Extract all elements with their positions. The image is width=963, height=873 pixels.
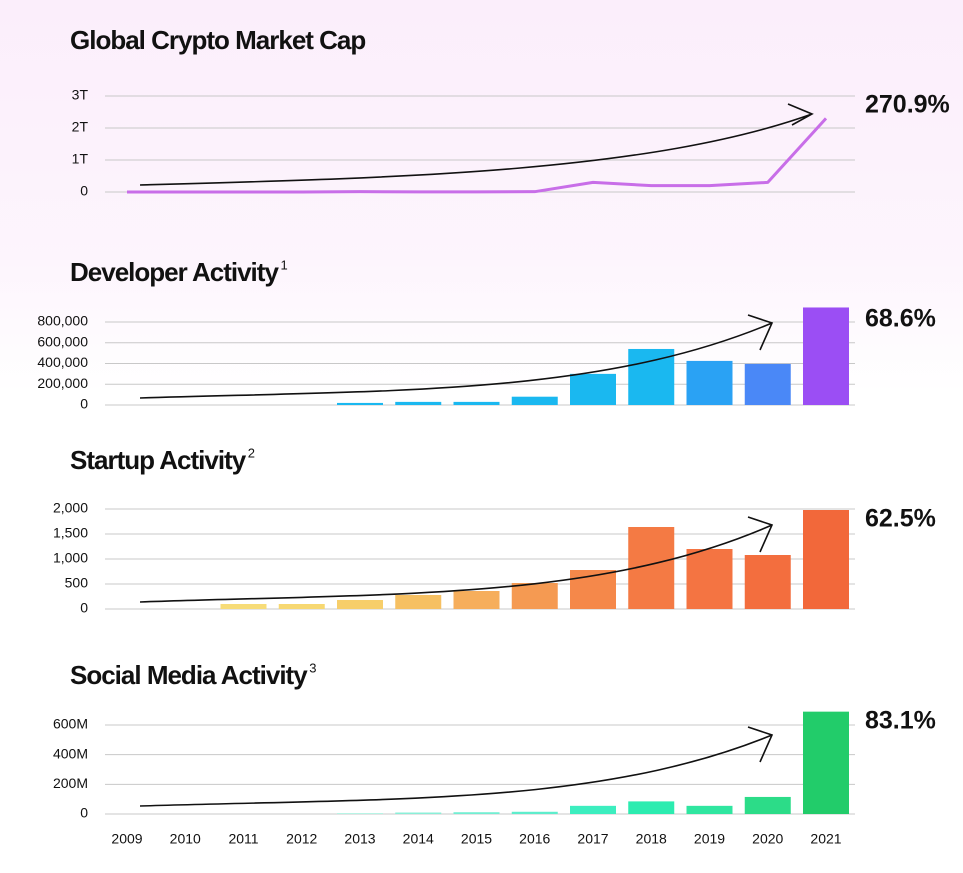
bar — [395, 812, 442, 814]
bar — [395, 401, 442, 405]
bar — [278, 604, 325, 609]
bar — [803, 510, 849, 609]
bar — [511, 396, 558, 405]
y-tick-label: 3T — [72, 87, 89, 103]
y-tick-label: 1T — [72, 151, 89, 167]
bar — [686, 549, 733, 609]
growth-annotation: 68.6% — [865, 305, 936, 333]
bar — [337, 600, 383, 609]
bar — [337, 813, 383, 814]
x-tick-label: 2015 — [461, 831, 492, 847]
title-footnote: 3 — [309, 660, 316, 675]
bar — [744, 555, 791, 609]
y-tick-label: 1,500 — [53, 525, 88, 541]
bar — [744, 796, 791, 814]
y-tick-label: 600,000 — [37, 333, 88, 349]
x-tick-label: 2017 — [577, 831, 608, 847]
y-tick-label: 0 — [80, 805, 88, 821]
bar — [337, 402, 383, 405]
title-footnote: 2 — [248, 445, 255, 460]
growth-annotation: 270.9% — [865, 91, 950, 119]
bar — [570, 570, 616, 609]
bar — [453, 812, 500, 814]
bar — [570, 373, 616, 405]
trend-arrow — [139, 516, 774, 603]
y-tick-label: 1,000 — [53, 550, 88, 566]
y-tick-label: 800,000 — [37, 313, 88, 329]
bar — [628, 801, 675, 814]
x-tick-label: 2012 — [286, 831, 317, 847]
chart-title: Global Crypto Market Cap — [70, 25, 365, 55]
chart-title: Startup Activity — [70, 445, 247, 475]
bar — [803, 307, 849, 405]
y-tick-label: 0 — [80, 183, 88, 199]
bar — [511, 583, 558, 609]
y-tick-label: 0 — [80, 396, 88, 412]
x-tick-label: 2014 — [403, 831, 434, 847]
chart-title: Developer Activity — [70, 257, 279, 287]
x-tick-label: 2019 — [694, 831, 725, 847]
trend-arrow — [139, 314, 774, 399]
bar — [686, 360, 733, 405]
bar — [511, 811, 558, 814]
y-tick-label: 200M — [53, 775, 88, 791]
trend-arrow — [139, 726, 774, 807]
x-tick-label: 2016 — [519, 831, 550, 847]
x-tick-label: 2013 — [344, 831, 375, 847]
y-tick-label: 600M — [53, 716, 88, 732]
chart-title: Social Media Activity — [70, 660, 308, 690]
bar — [220, 604, 267, 609]
y-tick-label: 200,000 — [37, 375, 88, 391]
x-tick-label: 2010 — [170, 831, 201, 847]
bar — [628, 348, 675, 405]
bar — [395, 595, 442, 609]
y-tick-label: 0 — [80, 600, 88, 616]
bar — [686, 805, 733, 814]
bar — [570, 805, 616, 814]
bar — [803, 711, 849, 814]
x-tick-label: 2021 — [810, 831, 841, 847]
y-tick-label: 2,000 — [53, 500, 88, 516]
bar — [453, 401, 500, 405]
trend-arrow — [139, 103, 814, 186]
y-tick-label: 2T — [72, 119, 89, 135]
y-tick-label: 400M — [53, 745, 88, 761]
bar — [453, 591, 500, 609]
growth-annotation: 62.5% — [865, 505, 936, 533]
trend-arrows — [139, 103, 814, 807]
growth-annotation: 83.1% — [865, 707, 936, 735]
x-tick-label: 2020 — [752, 831, 783, 847]
x-tick-label: 2011 — [228, 831, 258, 847]
x-tick-label: 2018 — [636, 831, 667, 847]
market-cap-line — [127, 117, 828, 194]
x-tick-label: 2009 — [111, 831, 142, 847]
y-tick-label: 500 — [65, 575, 89, 591]
y-tick-label: 400,000 — [37, 354, 88, 370]
title-footnote: 1 — [280, 257, 287, 272]
bar — [744, 363, 791, 405]
